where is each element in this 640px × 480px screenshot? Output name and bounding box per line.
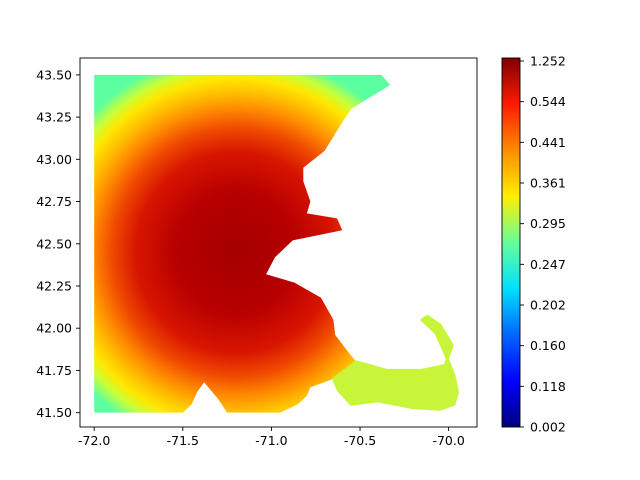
colorbar-tick-label: 0.118 — [530, 379, 566, 394]
colorbar-tick-label: 0.247 — [530, 257, 566, 272]
colorbar-tick-label: 0.002 — [530, 420, 566, 435]
colorbar-tick-label: 0.160 — [530, 338, 566, 353]
y-tick-label: 42.75 — [36, 194, 72, 209]
y-tick-label: 41.50 — [36, 405, 72, 420]
y-tick-label: 43.25 — [36, 110, 72, 125]
region-mainland — [94, 74, 391, 413]
y-tick-label: 42.25 — [36, 278, 72, 293]
colorbar-tick-label: 0.202 — [530, 298, 566, 313]
y-tick-label: 43.50 — [36, 67, 72, 82]
plot-frame — [79, 57, 478, 428]
y-tick-label: 42.00 — [36, 321, 72, 336]
colorbar-tick-label: 1.252 — [530, 54, 566, 69]
y-tick-label: 41.75 — [36, 363, 72, 378]
colorbar: 0.002 0.118 0.160 0.202 0.247 0.295 0.361 0.441… — [501, 54, 566, 435]
x-tick-label: -71.0 — [255, 433, 287, 448]
colorbar-ticks: 0.002 0.118 0.160 0.202 0.247 0.295 0.361 0.441… — [520, 54, 566, 435]
region-cape-cod — [331, 314, 459, 411]
y-tick-label: 42.50 — [36, 236, 72, 251]
y-axis: 41.50 41.75 42.00 42.25 42.50 42.75 43.00 43.25… — [36, 67, 80, 420]
data-regions — [94, 74, 459, 413]
y-tick-label: 43.00 — [36, 152, 72, 167]
x-tick-label: -72.0 — [78, 433, 110, 448]
x-tick-label: -70.5 — [344, 433, 376, 448]
x-axis: -72.0 -71.5 -71.0 -70.5 -70.0 — [78, 427, 465, 448]
colorbar-tick-label: 0.441 — [530, 135, 566, 150]
colorbar-tick-label: 0.544 — [530, 94, 566, 109]
x-tick-label: -71.5 — [167, 433, 199, 448]
x-tick-label: -70.0 — [432, 433, 464, 448]
plot-area: -72.0 -71.5 -71.0 -70.5 -70.0 41.50 41.75 42.0… — [36, 57, 478, 448]
colorbar-tick-label: 0.361 — [530, 176, 566, 191]
colorbar-tick-label: 0.295 — [530, 216, 566, 231]
colorbar-bar — [501, 57, 521, 428]
